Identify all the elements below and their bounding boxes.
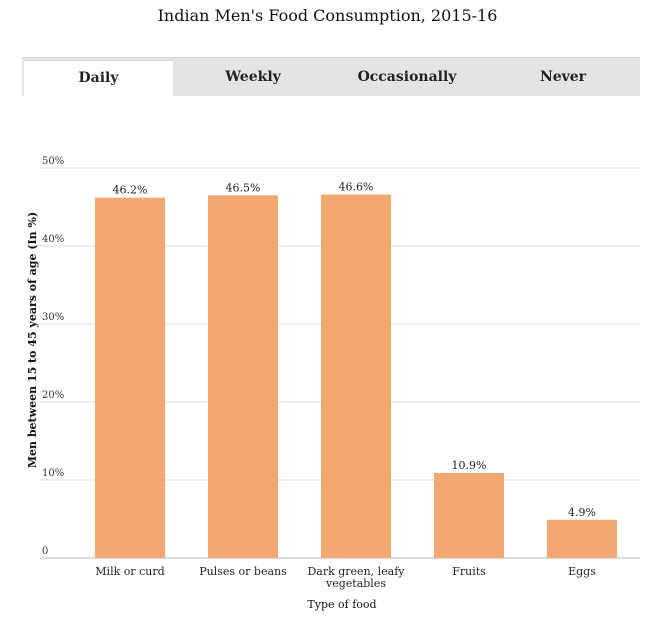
data-label: 46.5%	[226, 181, 261, 194]
category-label: Eggs	[568, 565, 596, 578]
data-label: 46.2%	[113, 184, 148, 197]
data-label: 4.9%	[568, 506, 596, 519]
category-label: Pulses or beans	[199, 565, 287, 578]
data-label: 46.6%	[339, 181, 374, 194]
y-tick-label: 30%	[42, 312, 64, 323]
category-label: vegetables	[325, 577, 386, 590]
tab-occasionally[interactable]: Occasionally	[357, 69, 457, 85]
tab-weekly[interactable]: Weekly	[225, 69, 281, 85]
x-axis-label: Type of food	[307, 598, 376, 611]
bar	[434, 472, 504, 558]
y-tick-label: 40%	[42, 234, 64, 245]
bar	[208, 195, 278, 559]
y-tick-label: 10%	[42, 468, 64, 479]
category-label: Milk or curd	[95, 565, 164, 578]
data-label: 10.9%	[452, 459, 487, 472]
category-label: Dark green, leafy	[307, 565, 405, 578]
category-label: Fruits	[452, 565, 486, 578]
y-tick-label: 20%	[42, 390, 64, 401]
chart-title: Indian Men's Food Consumption, 2015-16	[157, 6, 498, 25]
y-tick-label: 0	[42, 546, 48, 557]
bar	[321, 194, 391, 558]
tab-daily[interactable]: Daily	[24, 60, 173, 98]
y-tick-label: 50%	[42, 156, 64, 167]
bar	[547, 519, 617, 558]
tab-never[interactable]: Never	[539, 69, 587, 85]
y-axis-label: Men between 15 to 45 years of age (In %)	[26, 212, 39, 468]
tab-bar: Daily Weekly Occasionally Never	[22, 57, 640, 98]
bar	[95, 197, 165, 558]
